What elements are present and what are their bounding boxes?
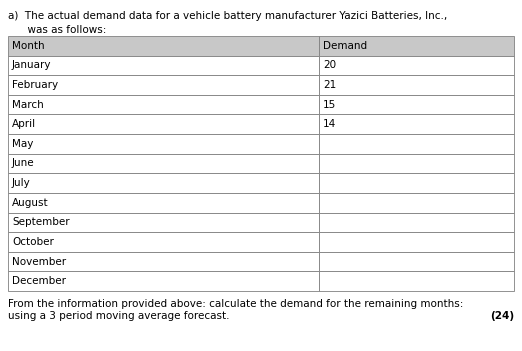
Bar [8,55,319,75]
Text: From the information provided above: calculate the demand for the remaining mont: From the information provided above: cal… [8,299,464,309]
Bar [319,95,514,114]
Text: July: July [12,178,31,188]
Text: was as follows:: was as follows: [8,25,106,35]
Bar [8,36,319,55]
Text: a)  The actual demand data for a vehicle battery manufacturer Yazici Batteries, : a) The actual demand data for a vehicle … [8,11,447,21]
Text: June: June [12,159,34,168]
Text: May: May [12,139,33,149]
Bar [319,55,514,75]
Text: Demand: Demand [323,41,367,51]
Text: 20: 20 [323,60,336,71]
Text: 14: 14 [323,119,337,129]
Text: (24): (24) [490,311,514,321]
Bar [8,114,319,134]
Bar [319,193,514,213]
Bar [319,36,514,55]
Bar [8,173,319,193]
Text: September: September [12,217,69,227]
Bar [319,134,514,154]
Bar [8,75,319,95]
Text: August: August [12,198,49,208]
Bar [8,193,319,213]
Text: November: November [12,257,66,266]
Bar [8,134,319,154]
Bar [319,154,514,173]
Bar [319,114,514,134]
Text: using a 3 period moving average forecast.: using a 3 period moving average forecast… [8,311,230,321]
Bar [8,154,319,173]
Bar [319,213,514,232]
Bar [319,173,514,193]
Text: January: January [12,60,52,71]
Bar [8,232,319,252]
Text: Month: Month [12,41,44,51]
Text: April: April [12,119,36,129]
Bar [8,252,319,271]
Bar [319,75,514,95]
Text: 21: 21 [323,80,337,90]
Text: February: February [12,80,58,90]
Bar [319,271,514,291]
Bar [8,213,319,232]
Bar [8,271,319,291]
Bar [319,252,514,271]
Text: October: October [12,237,54,247]
Bar [8,95,319,114]
Bar [319,232,514,252]
Text: March: March [12,100,44,110]
Text: 15: 15 [323,100,337,110]
Text: December: December [12,276,66,286]
